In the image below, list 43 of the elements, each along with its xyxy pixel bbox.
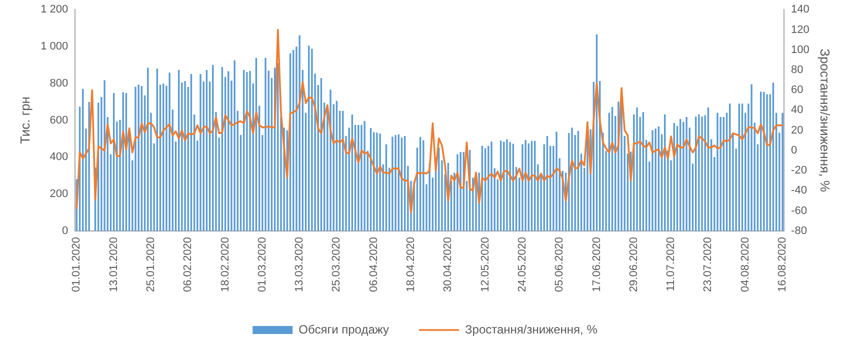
y-tick-label: 200 <box>50 188 68 200</box>
y2-tick-label: -20 <box>791 164 807 177</box>
y2-axis-title: Зростання/зниження, % <box>818 48 833 192</box>
y2-tick-label: -40 <box>791 184 807 197</box>
x-tick-label: 25.03.2020 <box>330 236 343 292</box>
y2-tick-label: 80 <box>791 64 804 76</box>
y2-tick-label: 60 <box>791 84 804 96</box>
x-tick-label: 13.03.2020 <box>294 236 306 292</box>
y-axis-title: Тис. грн <box>17 96 32 144</box>
x-tick-label: 16.08.2020 <box>776 236 789 292</box>
x-tick-label: 06.04.2020 <box>368 236 380 292</box>
y2-tick-label: -80 <box>791 224 807 237</box>
y2-tick-label: 140 <box>791 4 810 16</box>
y-tick-label: 0 <box>62 224 68 237</box>
y-tick-label: 1 000 <box>40 40 68 53</box>
y2-tick-label: 20 <box>791 124 804 136</box>
x-tick-label: 04.08.2020 <box>739 236 752 292</box>
y-tick-label: 1 200 <box>40 4 68 16</box>
legend-label: Зростання/зниження, % <box>465 322 598 336</box>
y2-tick-label: 40 <box>791 104 804 116</box>
x-tick-label: 05.06.2020 <box>554 236 566 292</box>
x-tick-label: 06.02.2020 <box>182 236 194 292</box>
x-tick-label: 13.01.2020 <box>108 236 120 292</box>
y2-tick-label: -60 <box>791 204 807 217</box>
legend-label: Обсяги продажу <box>298 322 390 336</box>
x-tick-label: 17.06.2020 <box>590 236 603 292</box>
x-tick-label: 24.05.2020 <box>516 236 528 292</box>
y2-tick-label: 100 <box>791 44 810 56</box>
x-tick-label: 11.07.2020 <box>665 236 678 292</box>
y2-tick-label: 120 <box>791 24 810 36</box>
x-tick-label: 29.06.2020 <box>628 236 640 292</box>
x-tick-label: 23.07.2020 <box>702 236 714 292</box>
y-tick-label: 600 <box>50 114 68 126</box>
x-tick-label: 01.01.2020 <box>70 236 83 292</box>
x-tick-label: 12.05.2020 <box>479 236 492 292</box>
y-tick-label: 400 <box>50 151 68 164</box>
x-tick-label: 18.02.2020 <box>219 236 232 292</box>
x-tick-label: 18.04.2020 <box>405 236 418 292</box>
x-tick-label: 01.03.2020 <box>256 236 268 292</box>
x-tick-label: 30.04.2020 <box>442 236 454 292</box>
x-tick-label: 25.01.2020 <box>145 236 158 292</box>
y2-tick-label: 0 <box>791 144 798 156</box>
y-tick-label: 800 <box>50 77 68 90</box>
